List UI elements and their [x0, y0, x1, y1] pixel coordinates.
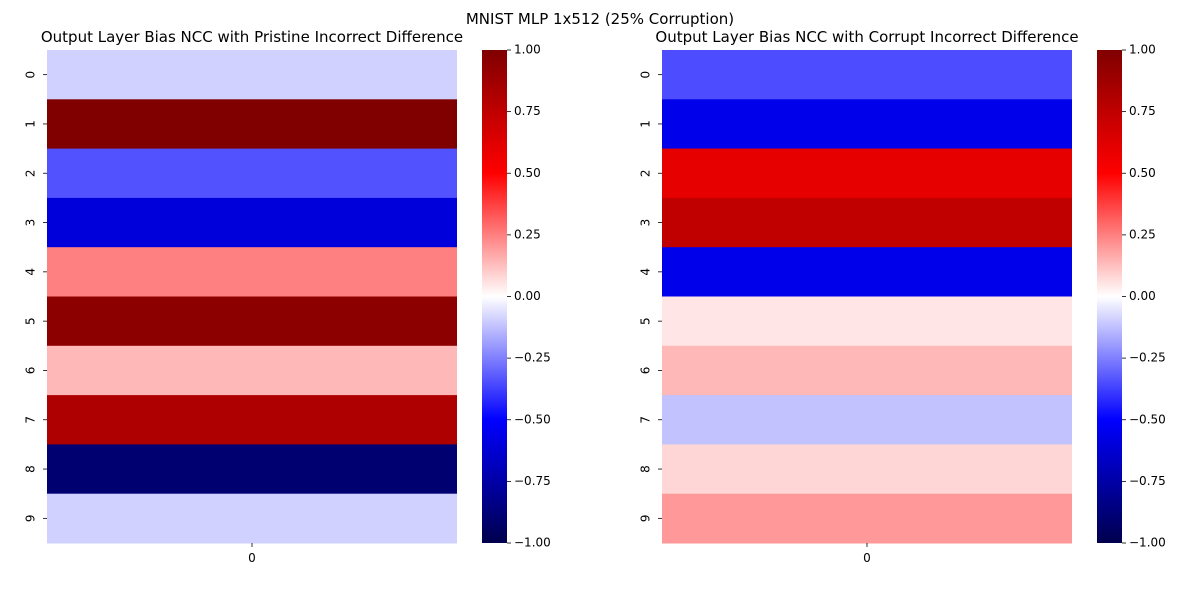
heatmap-2-colorbar-tick-label-5: −0.25	[1129, 351, 1166, 365]
heatmap-2-cell-7	[662, 395, 1072, 445]
heatmap-2-ytick-label-6: 6	[639, 367, 653, 375]
heatmap-2-ytick-label-2: 2	[639, 169, 653, 177]
heatmap-1-xtick-label-0: 0	[248, 551, 256, 565]
figure-suptitle: MNIST MLP 1x512 (25% Corruption)	[466, 10, 734, 28]
heatmap-2-cell-8	[662, 444, 1072, 495]
heatmap-1-cell-4	[47, 247, 457, 297]
heatmap-1-cell-9	[47, 493, 457, 544]
heatmap-1-colorbar-tick-label-6: −0.50	[514, 412, 551, 426]
heatmap-2-cell-5	[662, 296, 1072, 347]
heatmap-2-ytick-label-3: 3	[639, 219, 653, 227]
heatmap-2-colorbar-tick-label-3: 0.25	[1129, 227, 1156, 241]
heatmap-1-ytick-label-5: 5	[24, 317, 38, 325]
heatmap-1-colorbar-tick-label-2: 0.50	[514, 166, 541, 180]
heatmap-1-ytick-label-1: 1	[24, 120, 38, 128]
heatmap-1-colorbar	[482, 50, 507, 543]
heatmap-1-cell-3	[47, 197, 457, 248]
heatmap-2-ytick-label-7: 7	[639, 416, 653, 424]
heatmap-1-cell-8	[47, 444, 457, 495]
heatmap-1-title: Output Layer Bias NCC with Pristine Inco…	[41, 28, 463, 46]
heatmap-1-ytick-label-9: 9	[24, 515, 38, 523]
heatmap-2-title: Output Layer Bias NCC with Corrupt Incor…	[655, 28, 1078, 46]
heatmap-2-cell-1	[662, 99, 1072, 150]
heatmap-1-ytick-label-6: 6	[24, 367, 38, 375]
heatmap-1-colorbar-tick-label-5: −0.25	[514, 351, 551, 365]
heatmap-2-ytick-label-5: 5	[639, 317, 653, 325]
heatmap-1-cell-6	[47, 345, 457, 396]
heatmap-2-colorbar-tick-label-4: 0.00	[1129, 289, 1156, 303]
heatmap-1-ytick-label-3: 3	[24, 219, 38, 227]
heatmap-2-colorbar-tick-label-1: 0.75	[1129, 104, 1156, 118]
heatmap-1-colorbar-tick-label-7: −0.75	[514, 474, 551, 488]
heatmap-1-cell-0	[47, 50, 457, 100]
heatmap-1-cell-5	[47, 296, 457, 347]
heatmap-1-colorbar-tick-label-0: 1.00	[514, 43, 541, 57]
heatmap-1-ytick-label-4: 4	[24, 268, 38, 276]
heatmap-1-colorbar-tick-label-4: 0.00	[514, 289, 541, 303]
heatmap-1-cell-2	[47, 148, 457, 199]
heatmap-2-cell-4	[662, 247, 1072, 297]
heatmap-2-cell-3	[662, 197, 1072, 248]
heatmap-2-colorbar-tick-label-8: −1.00	[1129, 536, 1166, 550]
heatmap-2-ytick-label-9: 9	[639, 515, 653, 523]
heatmap-1-ytick-label-0: 0	[24, 71, 38, 79]
heatmap-2-cell-6	[662, 345, 1072, 396]
heatmap-2-xtick-label-0: 0	[863, 551, 871, 565]
heatmap-2-colorbar-tick-label-6: −0.50	[1129, 412, 1166, 426]
heatmap-2-cell-2	[662, 148, 1072, 199]
heatmap-1-cell-1	[47, 99, 457, 150]
heatmap-2-colorbar	[1097, 50, 1122, 543]
heatmap-2-ytick-label-4: 4	[639, 268, 653, 276]
heatmap-2-cell-0	[662, 50, 1072, 100]
heatmap-1-ytick-label-8: 8	[24, 465, 38, 473]
heatmap-2-ytick-label-0: 0	[639, 71, 653, 79]
heatmap-1-colorbar-tick-label-1: 0.75	[514, 104, 541, 118]
heatmap-2-colorbar-tick-label-7: −0.75	[1129, 474, 1166, 488]
heatmap-1-colorbar-tick-label-8: −1.00	[514, 536, 551, 550]
heatmap-1-ytick-label-2: 2	[24, 169, 38, 177]
heatmap-2-colorbar-tick-label-2: 0.50	[1129, 166, 1156, 180]
heatmap-2-ytick-label-1: 1	[639, 120, 653, 128]
heatmap-2-ytick-label-8: 8	[639, 465, 653, 473]
heatmap-1-colorbar-tick-label-3: 0.25	[514, 227, 541, 241]
heatmap-2-cell-9	[662, 493, 1072, 544]
heatmap-1-cell-7	[47, 395, 457, 445]
heatmap-2-colorbar-tick-label-0: 1.00	[1129, 43, 1156, 57]
heatmap-1-ytick-label-7: 7	[24, 416, 38, 424]
